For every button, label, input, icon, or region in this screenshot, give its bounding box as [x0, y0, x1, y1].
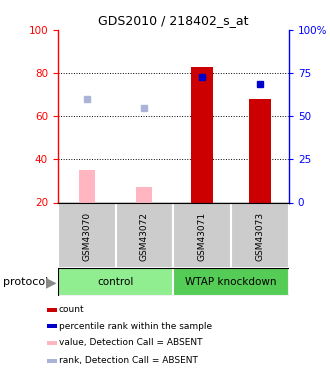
- Text: GSM43071: GSM43071: [198, 212, 207, 261]
- Bar: [173, 202, 231, 268]
- Bar: [58, 202, 115, 268]
- Bar: [79, 170, 95, 202]
- Bar: [47, 324, 57, 328]
- Text: GSM43072: GSM43072: [140, 212, 149, 261]
- Text: count: count: [59, 305, 84, 314]
- Text: control: control: [97, 277, 134, 287]
- Bar: [231, 202, 289, 268]
- Bar: [58, 268, 173, 296]
- Bar: [47, 340, 57, 345]
- Bar: [115, 202, 173, 268]
- Text: percentile rank within the sample: percentile rank within the sample: [59, 322, 212, 331]
- Text: value, Detection Call = ABSENT: value, Detection Call = ABSENT: [59, 338, 202, 347]
- Bar: [47, 308, 57, 312]
- Text: ▶: ▶: [46, 275, 56, 289]
- Text: GSM43070: GSM43070: [82, 212, 91, 261]
- Text: protocol: protocol: [3, 277, 49, 287]
- Bar: [136, 188, 152, 202]
- Text: rank, Detection Call = ABSENT: rank, Detection Call = ABSENT: [59, 356, 198, 365]
- Bar: [47, 358, 57, 363]
- Bar: [248, 99, 271, 202]
- Title: GDS2010 / 218402_s_at: GDS2010 / 218402_s_at: [98, 15, 248, 27]
- Text: WTAP knockdown: WTAP knockdown: [185, 277, 277, 287]
- Text: GSM43073: GSM43073: [255, 212, 264, 261]
- Bar: [191, 67, 214, 203]
- Bar: [173, 268, 289, 296]
